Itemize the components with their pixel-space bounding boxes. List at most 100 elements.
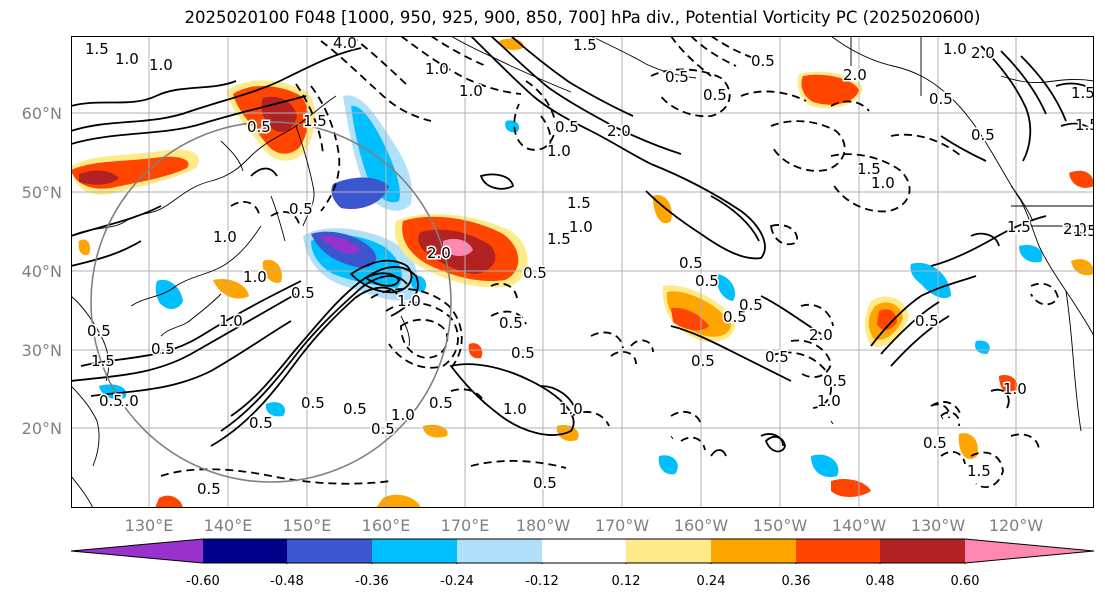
contour-label: 1.0 (503, 400, 527, 418)
colorbar-tick: 0.60 (950, 574, 980, 589)
contour-label: 1.5 (1071, 84, 1094, 102)
contour-label: 0.5 (291, 284, 315, 302)
contour-label: 0.5 (249, 414, 273, 432)
contour-label: 0.5 (247, 118, 271, 136)
colorbar-tick: -0.24 (440, 574, 474, 589)
contour-label: 0.5 (971, 126, 995, 144)
contour-label: 0.5 (197, 480, 221, 498)
map-plot-area: 1.51.0 1.04.0 1.51.01.00.5 1.52.01.00.51.51… (71, 36, 1094, 508)
lon-label-160w: 160°W (673, 516, 729, 535)
colorbar-segment (880, 539, 965, 563)
contour-label: 0.5 (723, 308, 747, 326)
colorbar-segment (287, 539, 372, 563)
colorbar-tick: 0.12 (611, 574, 641, 589)
contour-label: 1.5 (303, 112, 327, 130)
colorbar-tick: -0.12 (525, 574, 559, 589)
contour-label: 0.5 (691, 352, 715, 370)
contours-dashed (160, 36, 1059, 488)
contour-label: 1.5 (1073, 222, 1094, 240)
contour-label: 1.0 (391, 406, 415, 424)
lon-label-180w: 180°W (515, 516, 571, 535)
colorbar-outline (71, 538, 1095, 564)
colorbar-segment (965, 539, 1094, 563)
colorbar-segment (71, 539, 203, 563)
contour-label: 2.0 (971, 44, 995, 62)
contour-label: 1.0 (547, 142, 571, 160)
lon-label-170w: 170°W (594, 516, 650, 535)
contour-label: 1.0 (243, 268, 267, 286)
contour-label: 0.5 (523, 264, 547, 282)
contour-label: 1.5 (857, 160, 881, 178)
contour-label: 1.0 (115, 50, 139, 68)
contour-label: 1.0 (459, 82, 483, 100)
contour-label: 0.5 (289, 200, 313, 218)
contour-label: 1.5 (91, 352, 115, 370)
colorbar-tick: 0.48 (865, 574, 895, 589)
colorbar-segment (542, 539, 626, 563)
lon-label-160e: 160°E (361, 516, 411, 535)
colorbar-segment (372, 539, 457, 563)
contour-label: 0.5 (679, 254, 703, 272)
contour-label: 0.5 (343, 400, 367, 418)
colorbar-tick: -0.48 (270, 574, 304, 589)
lat-label-40n: 40°N (21, 262, 62, 281)
coastlines (71, 36, 1094, 508)
lon-label-170e: 170°E (440, 516, 490, 535)
colorbar-tick: 0.36 (781, 574, 811, 589)
colorbar-tick: -0.36 (355, 574, 389, 589)
colorbar-tick: -0.60 (186, 574, 220, 589)
contour-label: 0.5 (301, 394, 325, 412)
colorbar-segment (457, 539, 542, 563)
colorbar-segment (796, 539, 880, 563)
contour-label: 0.5 (371, 420, 395, 438)
contour-label: 1.5 (567, 194, 591, 212)
contour-label: 0.5 (923, 434, 947, 452)
contour-label: 0.5 (765, 348, 789, 366)
contour-label: 0.5 (751, 52, 775, 70)
shaded-field-negative (99, 95, 1043, 478)
lon-label-150e: 150°E (282, 516, 332, 535)
contour-label: 2.0 (1063, 220, 1087, 238)
lon-label-140w: 140°W (831, 516, 887, 535)
contour-label: 0.5 (555, 118, 579, 136)
contour-label: 0.5 (151, 340, 175, 358)
contour-label: 1.0 (559, 400, 583, 418)
contour-label: 1.0 (397, 292, 421, 310)
contour-label: 1.0 (213, 228, 237, 246)
lat-label-60n: 60°N (21, 104, 62, 123)
graticule (71, 36, 1094, 508)
contour-label: 2.0 (843, 66, 867, 84)
contour-label: 2.0 (607, 122, 631, 140)
contour-label: 0.5 (703, 86, 727, 104)
lat-label-20n: 20°N (21, 419, 62, 438)
colorbar-segment (626, 539, 711, 563)
contour-label: 1.5 (1007, 218, 1031, 236)
contour-label: 2.0 (809, 326, 833, 344)
contour-label: 1.0 (1003, 380, 1027, 398)
lon-label-130w: 130°W (910, 516, 966, 535)
lon-label-130e: 130°E (124, 516, 174, 535)
contour-label: 0.5 (511, 344, 535, 362)
contour-label: 1.5 (1075, 116, 1094, 134)
colorbar (71, 538, 1095, 564)
contour-label: 0.5 (429, 394, 453, 412)
contour-label: 0.5 (915, 312, 939, 330)
contour-label: 1.5 (573, 36, 597, 54)
contour-label: 1.0 (569, 218, 593, 236)
contour-label: 0.5 (929, 90, 953, 108)
shaded-field-positive (71, 38, 1094, 508)
contour-label: 4.0 (333, 36, 357, 52)
contour-label: 1.5 (547, 230, 571, 248)
contour-label: 1.0 (115, 392, 139, 410)
contour-label: 1.5 (967, 462, 991, 480)
colorbar-segment (711, 539, 796, 563)
lon-label-120w: 120°W (988, 516, 1044, 535)
lat-label-30n: 30°N (21, 341, 62, 360)
contour-label: 0.5 (739, 296, 763, 314)
contour-label: 1.5 (85, 40, 109, 58)
map-title: 2025020100 F048 [1000, 950, 925, 900, 85… (184, 8, 981, 27)
contour-label: 0.5 (499, 314, 523, 332)
contour-label: 2.0 (427, 244, 451, 262)
contour-label: 1.0 (219, 312, 243, 330)
contour-labels: 1.51.0 1.04.0 1.51.01.00.5 1.52.01.00.51.51… (84, 36, 1095, 500)
